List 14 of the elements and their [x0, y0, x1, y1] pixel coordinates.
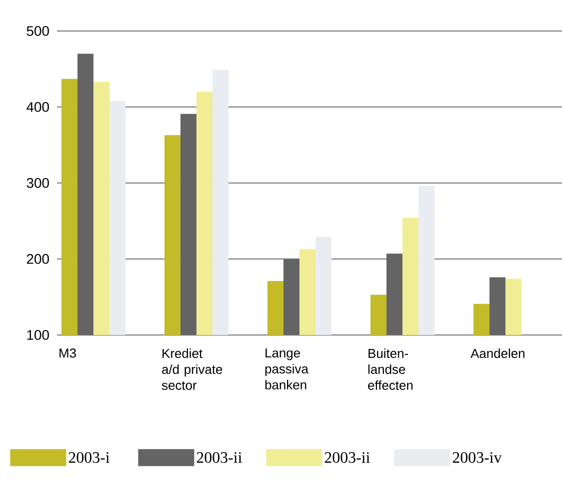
y-tick-label: 300: [26, 178, 49, 188]
y-tick-label: 200: [26, 254, 49, 264]
x-tick-label: Buiten-landse effecten: [368, 348, 413, 390]
legend-label: 2003-i: [68, 452, 110, 463]
x-tick-label: Aandelen: [470, 348, 524, 358]
x-tick-label: Lange passiva banken: [265, 348, 308, 390]
y-tick-label: 400: [26, 102, 49, 112]
y-tick-label: 500: [26, 26, 49, 36]
legend-label: 2003-ii: [196, 452, 242, 463]
legend-label: 2003-iv: [452, 452, 502, 463]
legend-label: 2003-ii: [324, 452, 370, 463]
x-tick-label: M3: [60, 348, 76, 358]
y-tick-label: 100: [27, 330, 49, 340]
x-tick-label: Krediet a/d private sector: [162, 348, 222, 390]
